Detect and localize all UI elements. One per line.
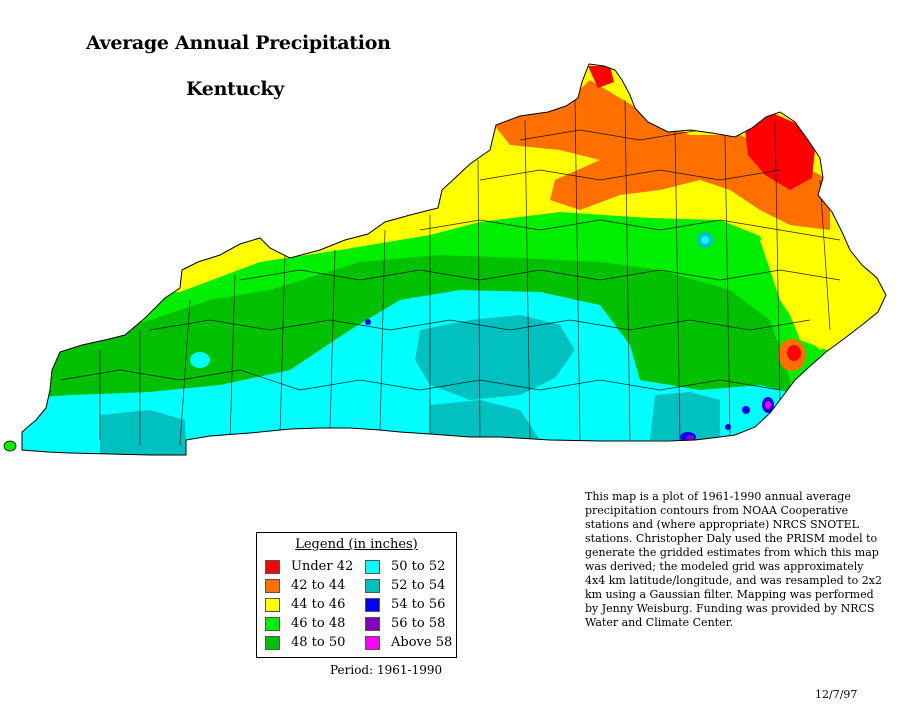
legend-swatch — [265, 636, 280, 650]
legend-box: Legend (in inches) Under 42 42 to 44 44 to… — [256, 532, 457, 658]
period-label: Period: 1961-1990 — [330, 663, 443, 677]
map-date: 12/7/97 — [815, 688, 858, 701]
legend-swatch — [365, 560, 380, 574]
map-description: This map is a plot of 1961-1990 annual a… — [585, 490, 882, 629]
legend-swatch — [265, 598, 280, 612]
map-subtitle: Kentucky — [186, 78, 284, 100]
legend-swatch — [365, 617, 380, 631]
legend-label: Under 42 — [291, 559, 354, 574]
kentucky-precipitation-map — [3, 63, 887, 456]
legend-label: 56 to 58 — [391, 616, 446, 631]
legend-title: Legend (in inches) — [295, 537, 418, 552]
legend-label: Above 58 — [391, 635, 453, 650]
legend-label: 48 to 50 — [291, 635, 346, 650]
legend-label: 42 to 44 — [291, 578, 346, 593]
legend-label: 54 to 56 — [391, 597, 446, 612]
legend-swatch — [365, 636, 380, 650]
legend-label: 50 to 52 — [391, 559, 446, 574]
legend-label: 52 to 54 — [391, 578, 446, 593]
legend-swatch — [365, 598, 380, 612]
legend-label: 46 to 48 — [291, 616, 346, 631]
map-title: Average Annual Precipitation — [86, 32, 391, 54]
legend-swatch — [365, 579, 380, 593]
legend-swatch — [265, 617, 280, 631]
legend-swatch — [265, 579, 280, 593]
legend-swatch — [265, 560, 280, 574]
legend-label: 44 to 46 — [291, 597, 346, 612]
